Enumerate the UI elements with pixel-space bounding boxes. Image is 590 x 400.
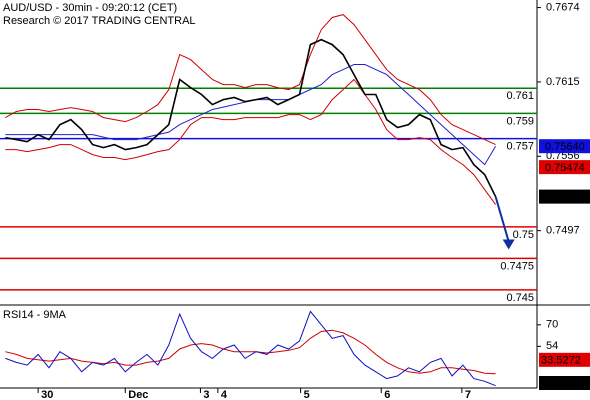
level-label: 0.7475 [500, 260, 534, 272]
level-label: 0.745 [506, 292, 534, 304]
y-tick-label: 54 [546, 340, 558, 352]
price-tag [539, 160, 590, 175]
price-tag [539, 139, 590, 154]
x-tick-label: 30 [41, 389, 53, 400]
chart-subtitle: Research © 2017 TRADING CENTRAL [3, 15, 196, 27]
price-tag [539, 189, 590, 204]
price-tag-label: 0.7524 [545, 192, 579, 204]
value-tag-label: 33.5272 [541, 355, 581, 367]
y-tick-label: 0.7674 [546, 1, 580, 13]
series-line [5, 38, 497, 197]
forecast-arrow [494, 196, 510, 242]
value-tag [539, 352, 590, 367]
x-tick-label: 3 [203, 389, 209, 400]
x-tick-label: Dec [128, 389, 148, 400]
value-tag-label: 24.6978 [541, 378, 581, 390]
x-tick-label: 5 [304, 389, 310, 400]
value-tag [539, 376, 590, 390]
price-tag-label: 0.75640 [545, 141, 585, 153]
y-tick-label: 0.7615 [546, 76, 580, 88]
chart-title: AUD/USD - 30min - 09:20:12 (CET) [3, 2, 177, 14]
x-tick-label: 6 [384, 389, 390, 400]
level-label: 0.757 [506, 141, 534, 153]
y-tick-label: 70 [546, 319, 558, 331]
series-line [5, 78, 497, 205]
x-tick-label: 4 [221, 389, 228, 400]
level-label: 0.761 [506, 90, 534, 102]
series-line [5, 14, 496, 146]
rsi-title: RSI14 - 9MA [3, 309, 67, 321]
y-tick-label: 0.7497 [546, 225, 580, 237]
level-label: 0.75 [513, 229, 534, 241]
series-line [5, 310, 496, 387]
price-tag-label: 0.75474 [545, 162, 585, 174]
level-label: 0.759 [506, 115, 534, 127]
forecast-arrowhead [502, 239, 515, 250]
x-tick-label: 7 [465, 389, 471, 400]
series-line [5, 329, 496, 375]
